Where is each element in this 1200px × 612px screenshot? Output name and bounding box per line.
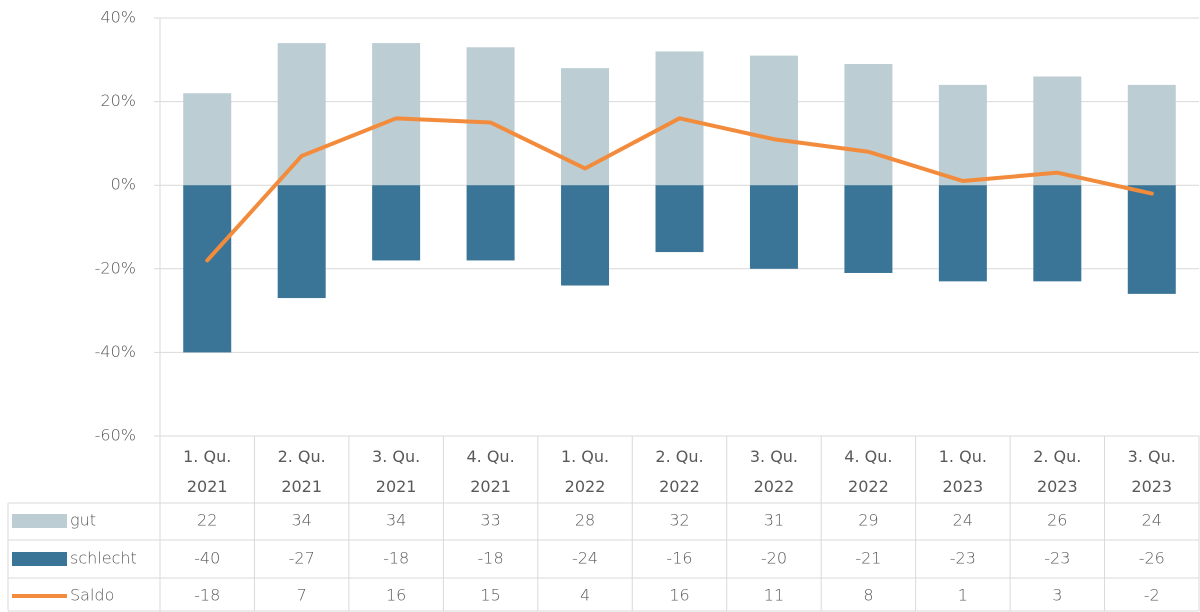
table-value: -18 <box>478 549 504 568</box>
table-value: 22 <box>197 511 217 530</box>
bar <box>183 185 232 353</box>
table-value: -23 <box>1044 549 1070 568</box>
x-tick-label: 3. Qu. 2023 <box>1127 447 1176 496</box>
x-tick-label: 4. Qu. 2021 <box>466 447 515 496</box>
x-tick-label: 2. Qu. 2023 <box>1033 447 1082 496</box>
bar <box>938 84 987 186</box>
bar <box>1127 84 1176 186</box>
table-value: 1 <box>958 586 968 605</box>
bar <box>1033 76 1082 186</box>
x-tick-label: 1. Qu. 2022 <box>560 447 610 496</box>
table-value: -23 <box>950 549 976 568</box>
bar <box>749 185 798 269</box>
y-tick-label: -60% <box>95 426 136 445</box>
y-tick-label: -40% <box>95 342 136 361</box>
x-tick-label: 2. Qu. 2021 <box>277 447 326 496</box>
table-value: -18 <box>383 549 409 568</box>
table-value: -18 <box>194 586 220 605</box>
bar <box>466 185 515 261</box>
x-tick-label: 4. Qu. 2022 <box>844 447 893 496</box>
table-value: 32 <box>669 511 689 530</box>
table-value: 16 <box>386 586 406 605</box>
table-value: -24 <box>572 549 598 568</box>
x-tick-label-box: 4. Qu. 2021 <box>466 447 515 496</box>
table-value: 28 <box>575 511 595 530</box>
bar <box>372 43 421 186</box>
table-value: 24 <box>953 511 973 530</box>
x-tick-label-box: 4. Qu. 2022 <box>844 447 893 496</box>
table-value: 16 <box>669 586 689 605</box>
table-value: 8 <box>863 586 873 605</box>
table-value: 3 <box>1052 586 1062 605</box>
table-value: 24 <box>1142 511 1162 530</box>
table-value: 33 <box>480 511 500 530</box>
bar <box>749 55 798 186</box>
legend-key <box>12 552 67 566</box>
x-tick-label-box: 3. Qu. 2023 <box>1127 447 1176 496</box>
legend-key <box>12 514 67 528</box>
y-tick-label: 40% <box>100 8 136 27</box>
legend-label: schlecht <box>70 549 137 568</box>
y-tick-label: -20% <box>95 258 136 277</box>
table-value: -21 <box>855 549 881 568</box>
x-tick-label: 2. Qu. 2022 <box>655 447 704 496</box>
y-tick-label: 20% <box>100 91 136 110</box>
x-tick-label-box: 1. Qu. 2021 <box>183 447 232 496</box>
bar <box>372 185 421 261</box>
x-tick-label-box: 3. Qu. 2021 <box>372 447 421 496</box>
x-tick-label-box: 3. Qu. 2022 <box>749 447 799 496</box>
table-value: -16 <box>666 549 692 568</box>
bar <box>277 43 326 186</box>
x-tick-label: 1. Qu. 2021 <box>183 447 232 496</box>
y-tick-label: 0% <box>111 175 136 194</box>
bar <box>561 185 610 286</box>
bar <box>844 63 893 186</box>
bar <box>938 185 987 282</box>
x-tick-label-box: 1. Qu. 2022 <box>560 447 610 496</box>
table-value: 34 <box>386 511 406 530</box>
table-value: -20 <box>761 549 787 568</box>
x-tick-label-box: 1. Qu. 2023 <box>938 447 987 496</box>
table-value: 26 <box>1047 511 1067 530</box>
bar <box>183 93 232 186</box>
x-tick-label-box: 2. Qu. 2021 <box>277 447 326 496</box>
bar <box>1127 185 1176 294</box>
x-tick-label-box: 2. Qu. 2023 <box>1033 447 1082 496</box>
bar <box>466 47 515 186</box>
bar <box>655 185 704 253</box>
legend-label: Saldo <box>70 586 114 605</box>
legend-label: gut <box>70 511 96 530</box>
table-value: -2 <box>1144 586 1160 605</box>
bar <box>844 185 893 273</box>
table-value: -27 <box>289 549 315 568</box>
table-value: 4 <box>580 586 590 605</box>
table-value: 7 <box>297 586 307 605</box>
table-value: 29 <box>858 511 878 530</box>
table-value: 31 <box>764 511 784 530</box>
line <box>205 116 1154 263</box>
bar <box>277 185 326 299</box>
table-value: 11 <box>764 586 784 605</box>
x-tick-label: 3. Qu. 2022 <box>749 447 799 496</box>
table-value: 34 <box>292 511 312 530</box>
table-value: -26 <box>1139 549 1165 568</box>
table-value: -40 <box>194 549 220 568</box>
x-tick-label: 3. Qu. 2021 <box>372 447 421 496</box>
x-tick-label-box: 2. Qu. 2022 <box>655 447 704 496</box>
bar <box>561 68 610 186</box>
x-tick-label: 1. Qu. 2023 <box>938 447 987 496</box>
bar <box>1033 185 1082 282</box>
table-value: 15 <box>480 586 500 605</box>
